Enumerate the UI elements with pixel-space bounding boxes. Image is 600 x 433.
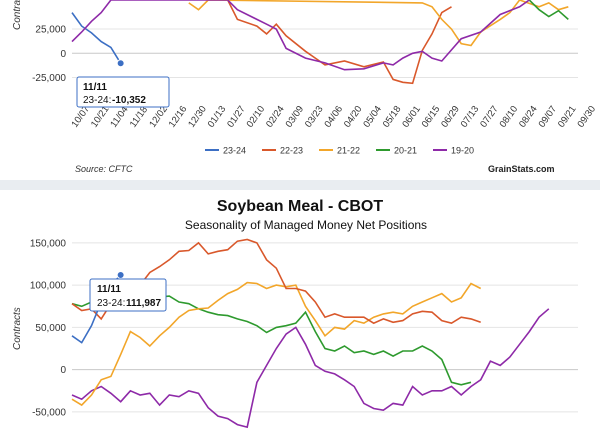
top-x-tick-02-10: 02/10 <box>245 104 268 130</box>
bottom-y-tick-50-000: -50,000 <box>32 407 66 418</box>
top-tooltip-series: 23-24: <box>83 95 111 106</box>
top-x-tick-12-02: 12/02 <box>147 104 170 130</box>
top-x-tick-01-13: 01/13 <box>206 104 229 130</box>
top-x-tick-11-04: 11/04 <box>108 105 130 130</box>
legend-item-19-20[interactable]: 19-20 <box>451 146 474 156</box>
top-highlight-point[interactable] <box>116 59 125 68</box>
bottom-grid <box>72 242 578 413</box>
top-chart-panel: Contracts 25,000 0 -25,000 10/07 10/21 11/04… <box>0 0 600 180</box>
top-x-tick-08-10: 08/10 <box>498 104 521 130</box>
legend-item-20-21[interactable]: 20-21 <box>394 146 417 156</box>
top-chart: Contracts 25,000 0 -25,000 10/0710/2111/04… <box>12 0 598 174</box>
top-tooltip-box <box>76 76 170 108</box>
panel-separator <box>0 180 600 190</box>
chart-title: Soybean Meal - CBOT <box>217 198 383 215</box>
top-series-line-20-21 <box>528 0 569 20</box>
bottom-chart-panel: Soybean Meal - CBOT Seasonality of Manag… <box>0 190 600 433</box>
top-tooltip-date: 11/11 <box>83 82 107 93</box>
bottom-series-line-19-20 <box>71 308 550 429</box>
bottom-highlight-point[interactable] <box>116 271 125 280</box>
top-series-line-22-23 <box>226 0 452 85</box>
top-x-tick-12-16: 12/16 <box>167 104 190 130</box>
bottom-y-tick-100-000: 100,000 <box>30 281 67 292</box>
bottom-series-group <box>71 238 550 429</box>
top-x-tick-04-20: 04/20 <box>342 104 365 130</box>
top-x-tick-01-27: 01/27 <box>225 104 248 130</box>
top-tooltip: 11/11 23-24: -10,352 <box>76 76 170 108</box>
top-x-tick-08-24: 08/24 <box>517 104 540 130</box>
top-y-tick-25-000: -25,000 <box>32 73 66 84</box>
chart-subtitle: Seasonality of Managed Money Net Positio… <box>185 218 427 232</box>
bottom-tooltip-value: 111,987 <box>126 298 161 309</box>
top-y-axis-label: Contracts <box>12 0 23 30</box>
bottom-chart: Soybean Meal - CBOT Seasonality of Manag… <box>12 198 578 429</box>
bottom-y-ticks: 150,000 100,000 50,000 0 -50,000 <box>30 238 67 418</box>
bottom-tooltip-series: 23-24: <box>97 298 125 309</box>
legend-item-22-23[interactable]: 22-23 <box>280 146 303 156</box>
top-series-line-19-20 <box>71 0 530 71</box>
top-x-tick-02-24: 02/24 <box>264 104 287 130</box>
top-x-tick-11-18: 11/18 <box>128 105 150 130</box>
bottom-y-tick-0: 0 <box>60 365 66 376</box>
top-x-tick-06-15: 06/15 <box>420 104 443 130</box>
legend-item-21-22[interactable]: 21-22 <box>337 146 360 156</box>
top-y-tick-0: 0 <box>60 49 66 60</box>
bottom-tooltip-date: 11/11 <box>97 284 121 295</box>
top-x-tick-04-06: 04/06 <box>322 104 345 130</box>
top-x-ticks: 10/0710/2111/0411/1812/0212/1612/3001/13… <box>69 104 598 130</box>
bottom-y-tick-150-000: 150,000 <box>30 238 67 249</box>
top-x-tick-03-09: 03/09 <box>284 104 307 130</box>
top-x-tick-10-21: 10/21 <box>89 104 112 130</box>
bottom-tooltip-box <box>89 278 167 312</box>
top-x-tick-10-07: 10/07 <box>69 104 92 130</box>
top-series-line-23-24 <box>71 12 122 64</box>
bottom-series-line-21-22 <box>71 281 482 407</box>
top-x-tick-09-07: 09/07 <box>537 104 560 130</box>
top-series-line-21-22 <box>188 0 569 47</box>
credit-label: GrainStats.com <box>488 164 555 174</box>
top-tooltip-value: -10,352 <box>112 95 146 106</box>
top-y-tick-25-000: 25,000 <box>35 25 66 36</box>
legend-item-23-24[interactable]: 23-24 <box>223 146 246 156</box>
top-grid <box>72 28 578 78</box>
top-x-tick-06-29: 06/29 <box>439 104 462 130</box>
source-label: Source: CFTC <box>75 164 133 174</box>
top-x-tick-05-04: 05/04 <box>361 104 384 130</box>
top-y-ticks: 25,000 0 -25,000 <box>32 25 66 84</box>
top-x-tick-09-21: 09/21 <box>556 104 579 130</box>
top-x-tick-12-30: 12/30 <box>186 104 209 130</box>
top-legend[interactable]: 23-24 22-23 21-22 20-21 19-20 <box>205 146 474 156</box>
top-x-tick-07-27: 07/27 <box>478 104 501 130</box>
top-x-tick-06-01: 06/01 <box>400 104 423 130</box>
bottom-tooltip: 11/11 23-24: 111,987 <box>89 278 167 312</box>
top-series-group <box>71 0 569 85</box>
bottom-y-tick-50-000: 50,000 <box>35 323 66 334</box>
top-x-tick-05-18: 05/18 <box>381 104 404 130</box>
top-x-tick-07-13: 07/13 <box>459 104 482 130</box>
top-x-tick-09-30: 09/30 <box>575 104 598 130</box>
bottom-y-axis-label: Contracts <box>12 307 23 350</box>
top-x-tick-03-23: 03/23 <box>303 104 326 130</box>
